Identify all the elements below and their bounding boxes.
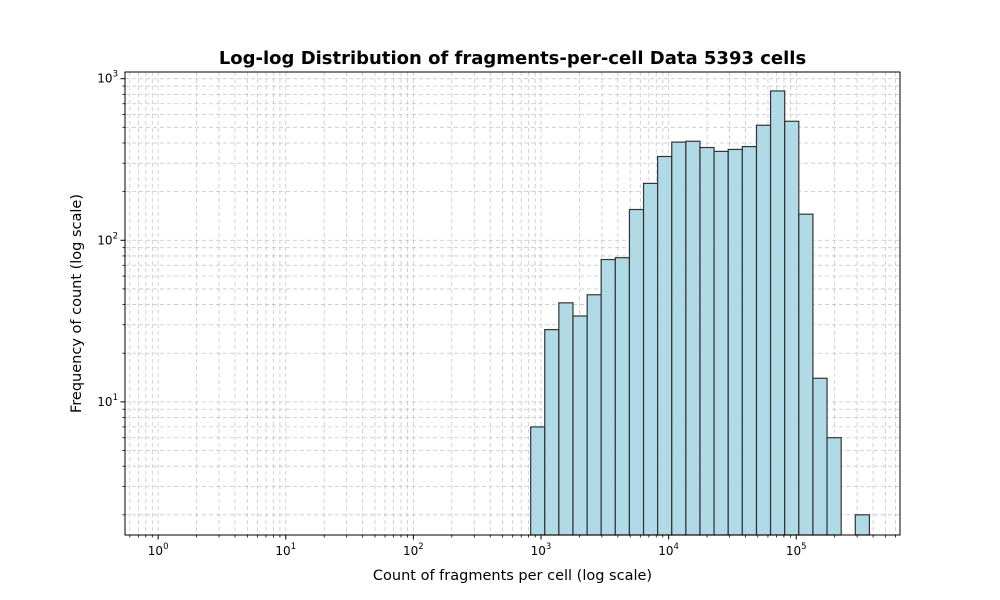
histogram-bar bbox=[798, 213, 814, 536]
histogram-bar bbox=[614, 257, 631, 536]
histogram-bar bbox=[769, 90, 786, 536]
x-tick-label: 102 bbox=[403, 542, 424, 558]
histogram-bar bbox=[699, 146, 715, 536]
histogram-bar bbox=[826, 437, 842, 536]
histogram-bar bbox=[642, 182, 659, 536]
histogram-bar bbox=[854, 514, 871, 536]
y-axis-label: Frequency of count (log scale) bbox=[69, 194, 85, 413]
histogram-bar bbox=[600, 258, 616, 536]
histogram-bar bbox=[572, 315, 588, 536]
histogram-bar bbox=[685, 140, 701, 536]
histogram-bar bbox=[657, 155, 673, 536]
chart-title: Log-log Distribution of fragments-per-ce… bbox=[219, 48, 806, 69]
histogram-bar bbox=[530, 426, 546, 536]
y-tick-label: 101 bbox=[97, 393, 118, 409]
histogram-bar bbox=[558, 302, 574, 536]
x-tick-label: 104 bbox=[658, 542, 679, 558]
y-tick-label: 102 bbox=[97, 231, 118, 247]
x-tick-label: 101 bbox=[275, 542, 296, 558]
axis-ticks: 100 101 102 103 104 105 101 102 103 bbox=[97, 70, 896, 558]
histogram-bar bbox=[544, 329, 560, 536]
x-tick-label: 103 bbox=[531, 542, 552, 558]
histogram-bar bbox=[755, 124, 772, 536]
x-tick-label: 105 bbox=[786, 542, 807, 558]
x-axis-label: Count of fragments per cell (log scale) bbox=[373, 568, 652, 584]
histogram-bars bbox=[530, 90, 871, 536]
histogram-bar bbox=[784, 120, 800, 536]
x-tick-label: 100 bbox=[148, 542, 169, 558]
histogram-bar bbox=[671, 141, 687, 536]
histogram-bar bbox=[741, 145, 758, 536]
histogram-bar bbox=[628, 208, 645, 536]
y-tick-label: 103 bbox=[97, 70, 118, 86]
histogram-bar bbox=[812, 377, 828, 536]
histogram-bar bbox=[727, 148, 743, 536]
histogram-bar bbox=[713, 150, 729, 536]
histogram-bar bbox=[586, 294, 602, 536]
